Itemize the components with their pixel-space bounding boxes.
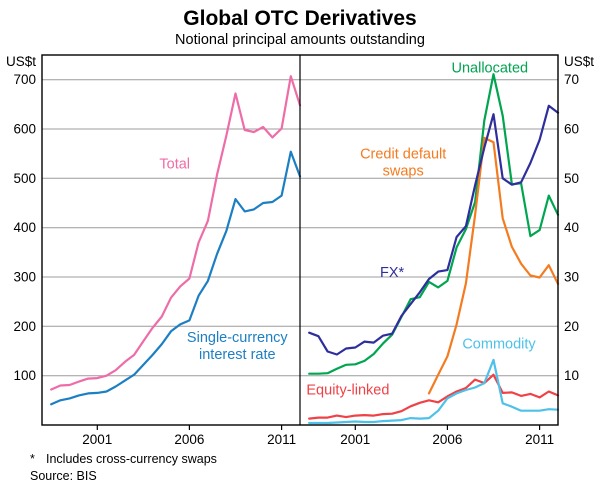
right-axis-tick-label: 60 (564, 122, 579, 137)
series-label-single-currency: Single-currency (187, 330, 288, 346)
left-axis-tick-label: 700 (13, 72, 36, 87)
left-axis-unit-label: US$t (6, 54, 36, 69)
x-axis-tick-label: 2011 (525, 432, 554, 447)
series-line-equity-linked (308, 373, 560, 420)
x-axis-tick-label: 2006 (432, 432, 462, 447)
x-axis-tick-label: 2001 (82, 432, 112, 447)
footnote-text: Includes cross-currency swaps (46, 452, 217, 466)
left-axis-tick-label: 500 (13, 171, 36, 186)
right-axis-tick-label: 20 (564, 319, 579, 334)
source-note: Source: BIS (30, 469, 97, 483)
right-axis-tick-label: 40 (564, 220, 579, 235)
series-line-commodity (308, 358, 560, 425)
series-label-equity-linked: Equity-linked (306, 382, 389, 398)
x-axis-tick-label: 2001 (340, 432, 370, 447)
chart-subtitle: Notional principal amounts outstanding (175, 32, 425, 48)
series-label-commodity: Commodity (462, 337, 536, 353)
series-line-single-currency-interest-rate (50, 150, 302, 406)
right-axis-unit-label: US$t (564, 54, 594, 69)
series-line-total (50, 75, 302, 391)
series-line-fx (308, 104, 560, 356)
series-label-fx: FX* (380, 265, 405, 281)
series-label-credit-default: Credit default (360, 147, 446, 163)
left-axis-tick-label: 600 (13, 122, 36, 137)
series-line-credit-default-swaps (427, 136, 560, 395)
right-axis-tick-label: 10 (564, 368, 579, 383)
left-axis-tick-label: 100 (13, 368, 36, 383)
x-axis-tick-label: 2011 (267, 432, 296, 447)
left-axis-tick-label: 300 (13, 270, 36, 285)
chart-title: Global OTC Derivatives (183, 7, 416, 30)
right-axis-tick-label: 30 (564, 270, 579, 285)
x-axis-tick-label: 2006 (174, 432, 204, 447)
right-axis-tick-label: 70 (564, 72, 579, 87)
left-axis-tick-label: 400 (13, 220, 36, 235)
series-label-total: Total (159, 157, 190, 173)
plot-area: 100 200 300 400 500 600 700 2001 2006 2011 Total Si… (13, 54, 579, 447)
series-line-unallocated (308, 73, 560, 375)
left-axis-tick-label: 200 (13, 319, 36, 334)
series-label-unallocated: Unallocated (452, 60, 529, 76)
right-axis-tick-label: 50 (564, 171, 579, 186)
series-label-interest-rate: interest rate (199, 347, 276, 363)
footnote-marker: * (30, 452, 35, 466)
series-label-swaps: swaps (383, 164, 424, 180)
